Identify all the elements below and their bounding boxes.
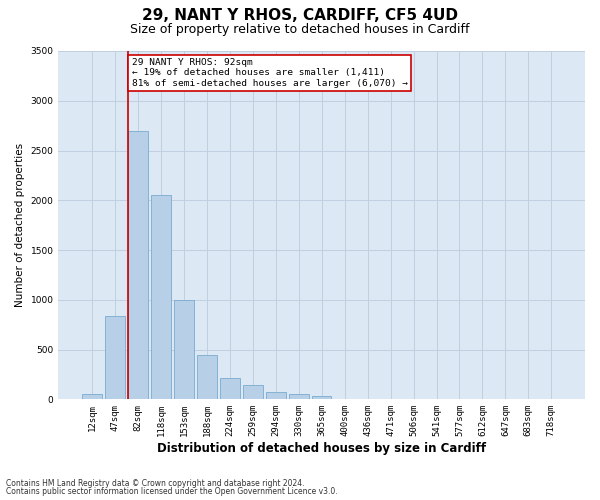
Bar bbox=[220, 378, 239, 400]
Text: 29, NANT Y RHOS, CARDIFF, CF5 4UD: 29, NANT Y RHOS, CARDIFF, CF5 4UD bbox=[142, 8, 458, 22]
Bar bbox=[289, 394, 308, 400]
Bar bbox=[197, 354, 217, 400]
Bar bbox=[174, 300, 194, 400]
Bar bbox=[243, 386, 263, 400]
Bar bbox=[82, 394, 102, 400]
Bar bbox=[266, 392, 286, 400]
Text: 29 NANT Y RHOS: 92sqm
← 19% of detached houses are smaller (1,411)
81% of semi-d: 29 NANT Y RHOS: 92sqm ← 19% of detached … bbox=[132, 58, 408, 88]
Bar bbox=[106, 316, 125, 400]
Bar bbox=[312, 396, 331, 400]
Text: Size of property relative to detached houses in Cardiff: Size of property relative to detached ho… bbox=[130, 22, 470, 36]
X-axis label: Distribution of detached houses by size in Cardiff: Distribution of detached houses by size … bbox=[157, 442, 486, 455]
Bar bbox=[128, 130, 148, 400]
Text: Contains HM Land Registry data © Crown copyright and database right 2024.: Contains HM Land Registry data © Crown c… bbox=[6, 478, 305, 488]
Text: Contains public sector information licensed under the Open Government Licence v3: Contains public sector information licen… bbox=[6, 487, 338, 496]
Y-axis label: Number of detached properties: Number of detached properties bbox=[15, 143, 25, 307]
Bar bbox=[151, 196, 171, 400]
